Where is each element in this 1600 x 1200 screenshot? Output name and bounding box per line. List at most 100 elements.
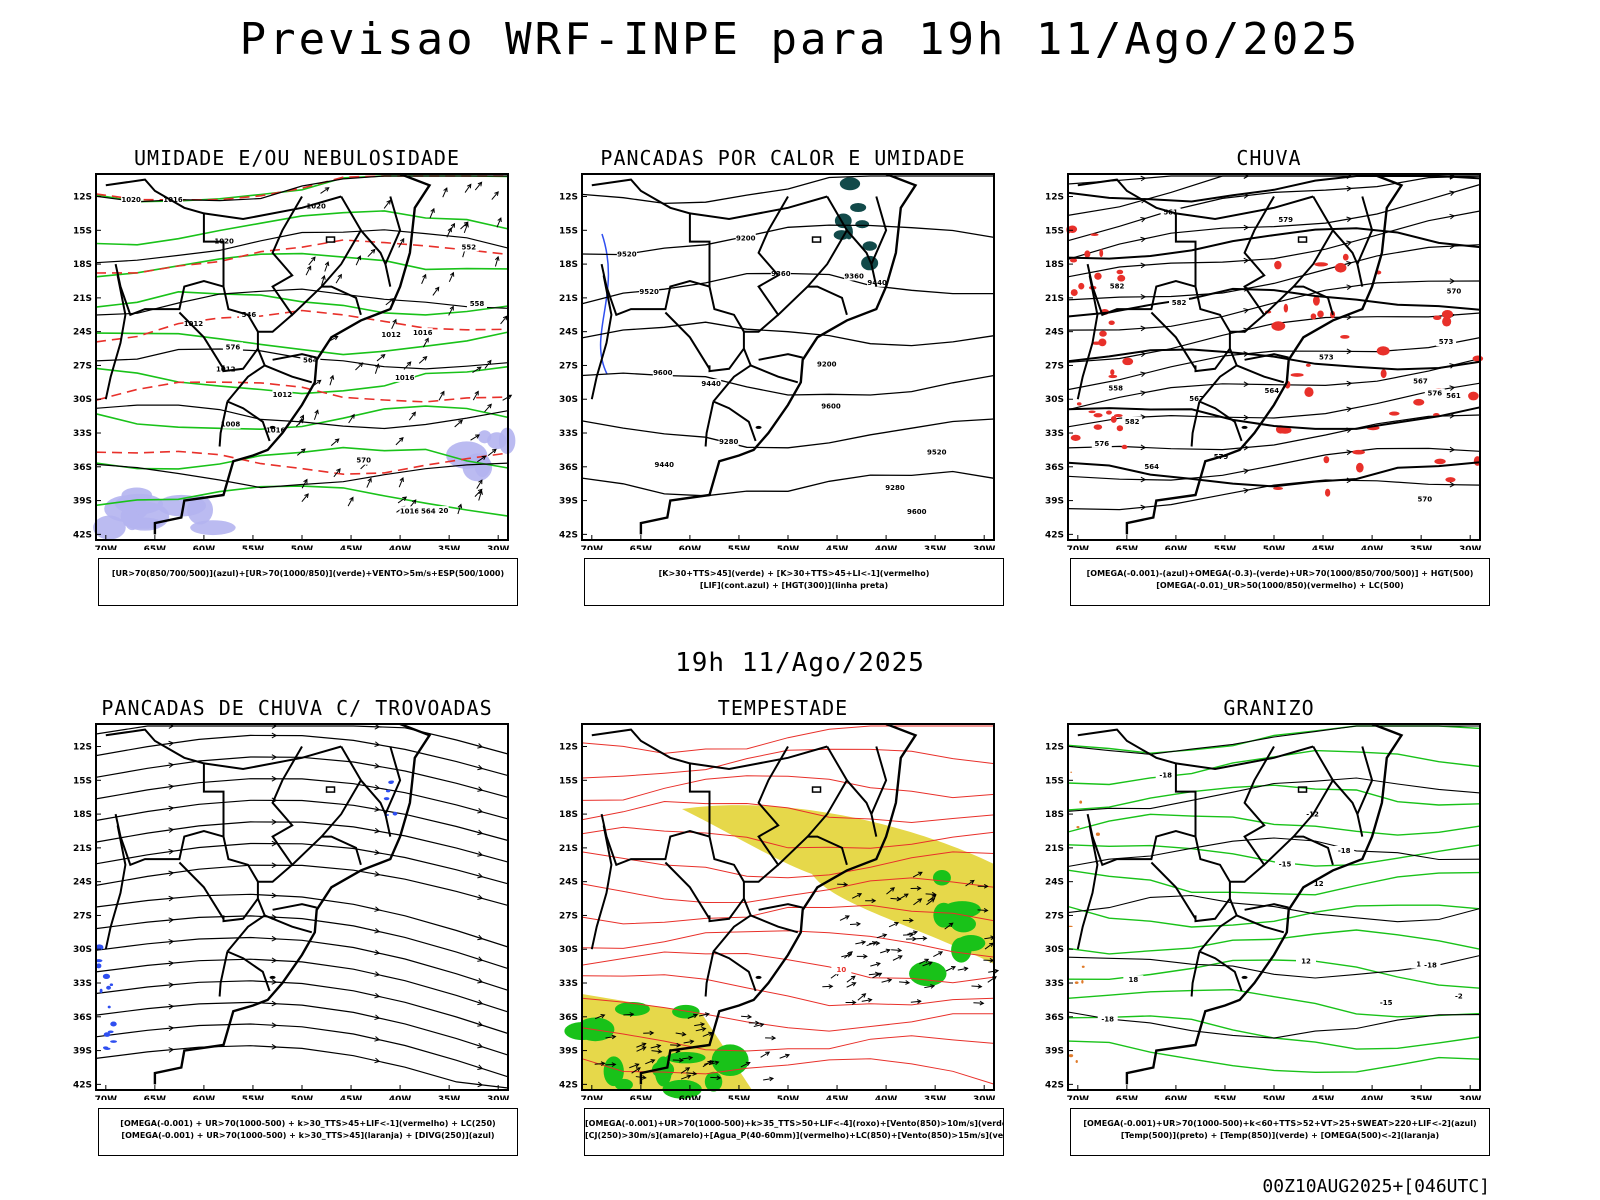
wind-vector [464,222,469,228]
lat-tick-label: 39S [559,497,578,507]
lon-tick-label: 55W [1214,545,1237,550]
wind-vector [502,315,508,321]
panel-title: UMIDADE E/OU NEBULOSIDADE [133,146,461,170]
shaded-area [107,1030,114,1034]
shaded-area [1095,832,1100,836]
contour-line [1067,869,1481,896]
wind-vector [474,488,483,497]
panel-granizo: GRANIZO 181212-2-12-15-15-18-18-18-18121… [1034,696,1504,1166]
map-frame: 181212-2-12-15-15-18-18-18-181212S15S18S… [1034,720,1504,1100]
contour-line [581,904,995,925]
wind-vector [475,434,480,439]
wind-vector [478,489,483,495]
shaded-area [385,789,391,793]
contour-label: 564 [421,507,436,515]
wind-vector [298,415,304,425]
wind-vector [969,879,975,885]
shaded-area [665,1051,706,1064]
lon-tick-label: 45W [340,545,363,550]
wind-vector [447,227,452,233]
wind-vector [861,999,872,1002]
lat-tick-label: 27S [1045,911,1064,921]
contour-label: 10 [836,966,846,974]
wind-vector [631,1067,641,1074]
wind-vector [487,359,492,365]
streamline [95,864,509,906]
wind-vector [497,217,502,223]
wind-vector [931,894,937,900]
wind-vector [333,468,341,478]
wind-vector [700,1022,706,1027]
contour-line [581,321,995,347]
streamline [1067,210,1481,278]
wind-vector [916,885,922,891]
lon-tick-label: 40W [1361,1095,1384,1100]
stream-arrow [1346,185,1353,192]
wind-vector [477,455,486,463]
contour-label: 1020 [306,202,326,210]
contour-line [581,997,995,1032]
lat-tick-label: 39S [73,497,92,507]
contour-line [581,1027,995,1052]
wind-vector [434,286,440,292]
wind-vector [872,972,882,979]
legend-line: [CJ(250)>30m/s](amarelo)+[Agua_P(40-60mm… [585,1131,1003,1140]
wind-vector [903,893,909,898]
shaded-area [107,1005,111,1009]
lon-tick-label: 30W [1459,1095,1482,1100]
wind-vector [321,274,326,280]
wind-vector [641,1042,647,1047]
wind-vector [491,448,497,454]
streamline [95,1045,509,1089]
lat-tick-label: 33S [559,979,578,989]
lat-tick-label: 12S [73,193,92,203]
wind-vector [466,183,472,189]
wind-vector [307,265,312,271]
legend-box: [OMEGA(-0.001)-(azul)+OMEGA(-0.3)-(verde… [1070,558,1490,606]
stream-arrow [168,762,175,769]
shaded-area [1076,826,1080,829]
lon-tick-label: 45W [1312,545,1335,550]
wind-vector [689,1039,695,1045]
wind-vector [494,256,499,267]
shaded-area [99,988,103,994]
shaded-area [1380,369,1387,379]
wind-vector [349,496,354,502]
lon-tick-label: 60W [1165,1095,1188,1100]
shaded-area [672,1004,700,1019]
shaded-area [1283,303,1289,313]
lat-tick-label: 42S [1045,1080,1064,1090]
contour-line [95,290,509,316]
wind-vector [464,184,472,193]
wind-vector [474,182,482,191]
wind-vector [336,468,341,473]
wind-vector [688,1055,694,1061]
lon-tick-label: 70W [581,545,604,550]
stream-arrow [1243,308,1250,314]
wind-vector [891,949,902,952]
wind-vector [301,479,308,489]
wind-vector [745,1061,751,1067]
lon-tick-label: 45W [826,1095,849,1100]
wind-vector [470,434,480,441]
lat-tick-label: 12S [73,743,92,753]
shaded-area [1445,477,1456,483]
lat-tick-label: 21S [1045,844,1064,854]
contour-line [95,405,509,431]
shaded-area [487,432,507,450]
contour-label: 570 [356,457,371,465]
streamline [95,1023,509,1078]
wind-vector [882,933,888,938]
contour-line [1067,725,1480,755]
wind-vector [695,1028,706,1032]
wind-vector [383,200,391,209]
contour-label: 1012 [184,320,204,328]
lat-tick-label: 18S [1045,260,1064,270]
wind-vector [682,1057,693,1060]
contour-line [95,229,509,264]
wind-vector [448,223,455,233]
contour-line [95,381,509,403]
wind-vector [870,962,881,967]
legend-line: [OMEGA(-0.001)+UR>70(1000-500)+k<60+TTS>… [1083,1119,1477,1128]
shaded-area [1323,456,1330,464]
